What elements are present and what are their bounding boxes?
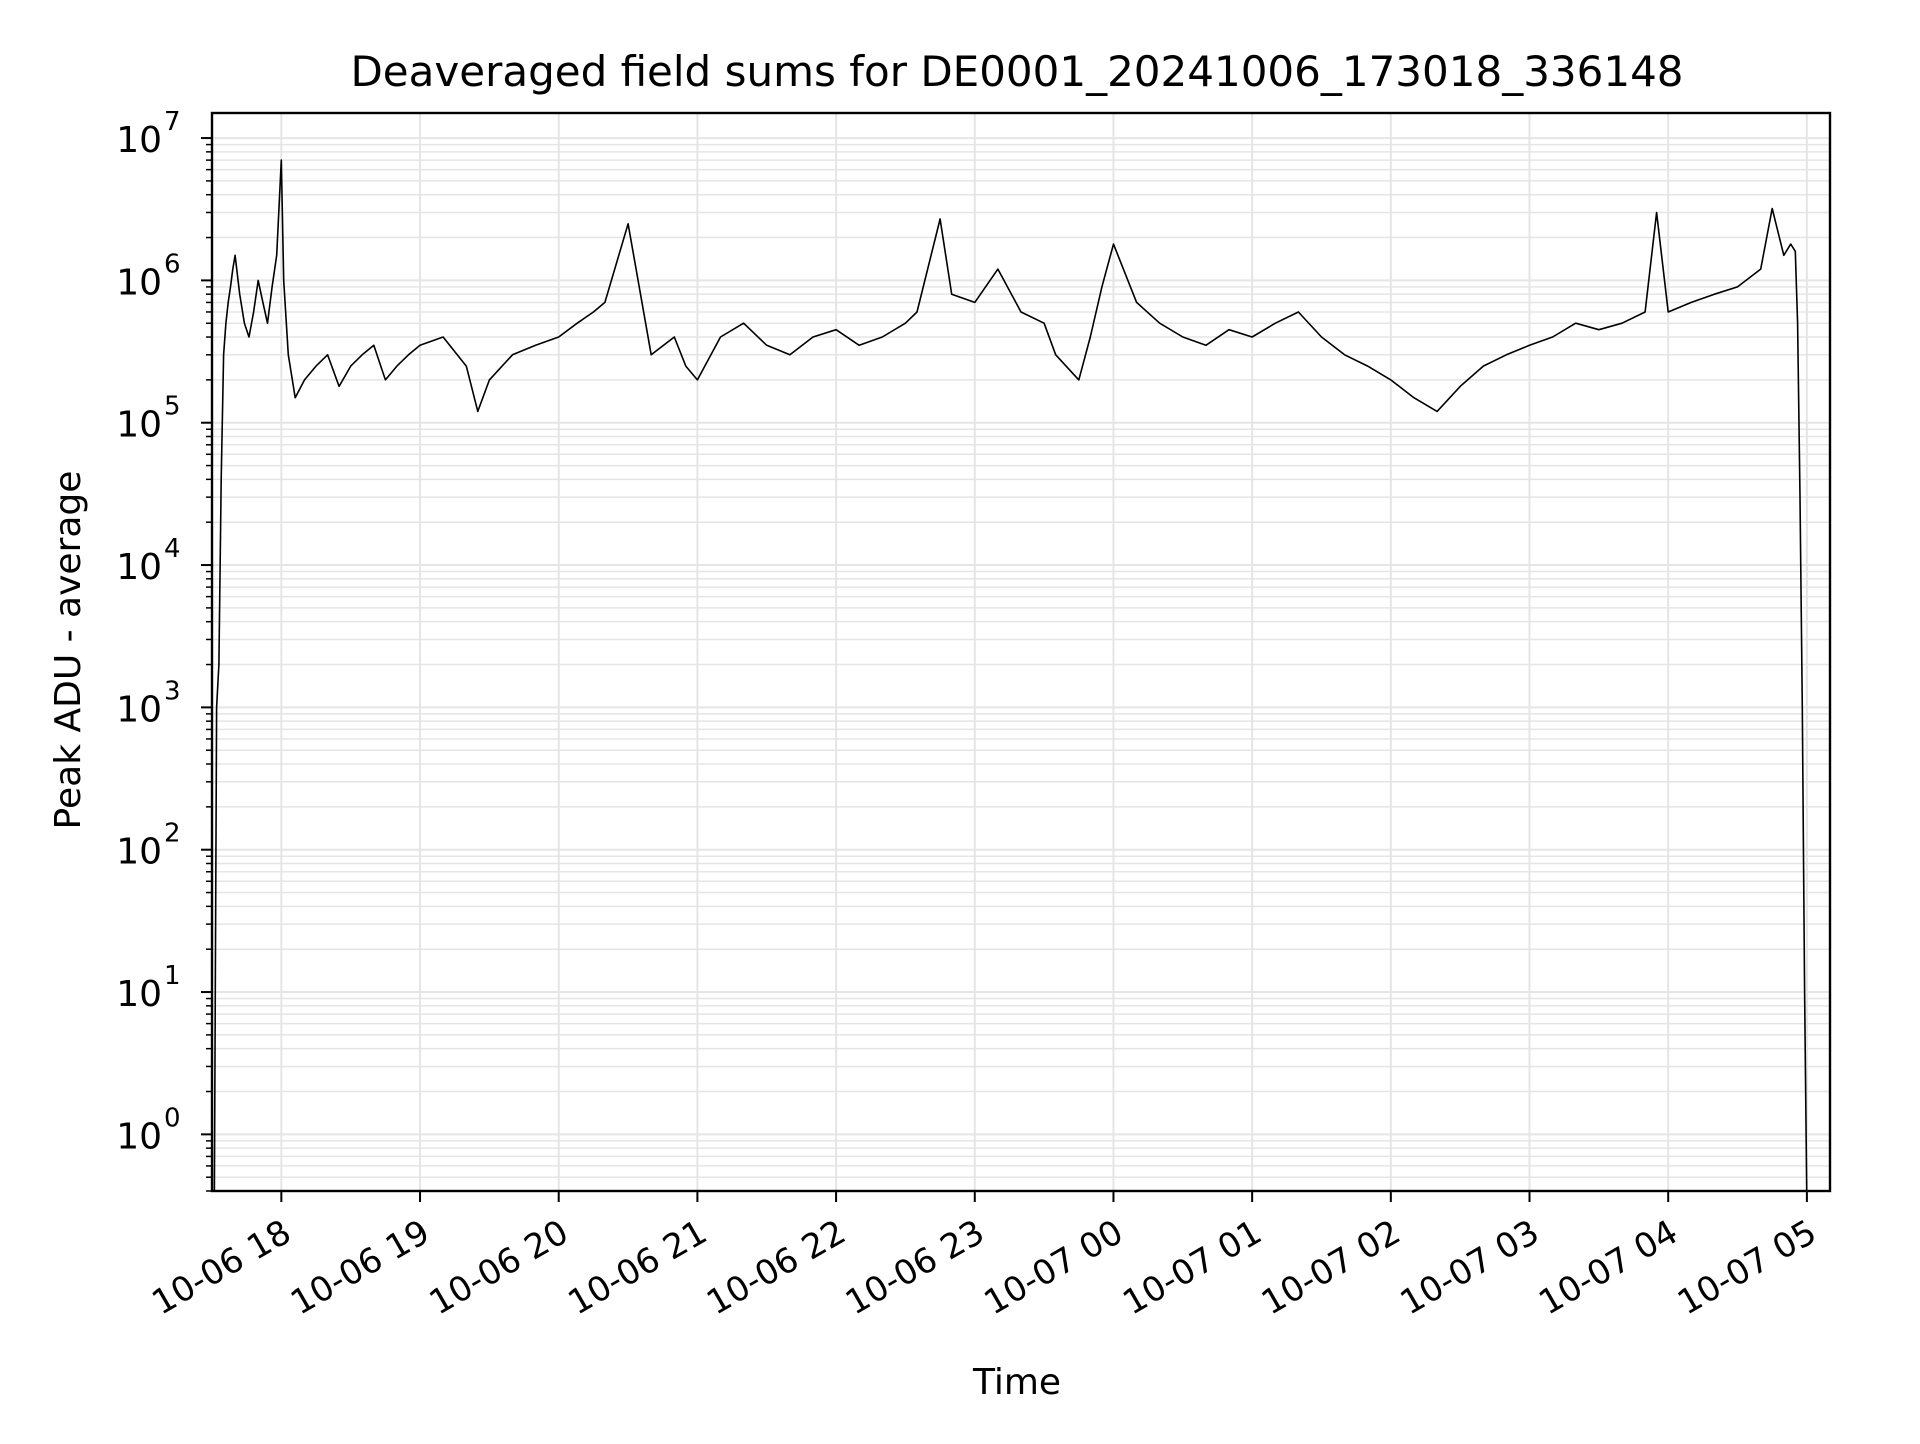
y-tick-label-exponent: 5 [164, 392, 181, 422]
y-tick-label-exponent: 6 [164, 249, 181, 279]
grid-lines [212, 113, 1830, 1192]
y-tick-label: 10 [116, 974, 162, 1015]
y-tick-label-exponent: 4 [164, 534, 181, 564]
chart-title: Deaveraged field sums for DE0001_2024100… [350, 47, 1683, 96]
y-tick-label: 10 [116, 547, 162, 588]
y-tick-label-exponent: 0 [164, 1103, 181, 1133]
x-axis-label: Time [972, 1362, 1061, 1403]
y-tick-label: 10 [116, 1116, 162, 1157]
y-axis-label: Peak ADU - average [48, 471, 89, 830]
plot-area-frame [210, 111, 1832, 1193]
series-line-0 [213, 159, 1808, 1191]
y-tick-label-exponent: 2 [164, 819, 181, 849]
y-tick-label: 10 [116, 120, 162, 161]
y-tick-label: 10 [116, 405, 162, 446]
series-layer [213, 159, 1808, 1191]
y-tick-label-exponent: 1 [164, 961, 181, 991]
y-tick-label-exponent: 3 [164, 676, 181, 706]
y-tick-label: 10 [116, 689, 162, 730]
y-tick-label: 10 [116, 262, 162, 303]
y-tick-label-exponent: 7 [164, 107, 181, 137]
y-tick-label: 10 [116, 832, 162, 873]
